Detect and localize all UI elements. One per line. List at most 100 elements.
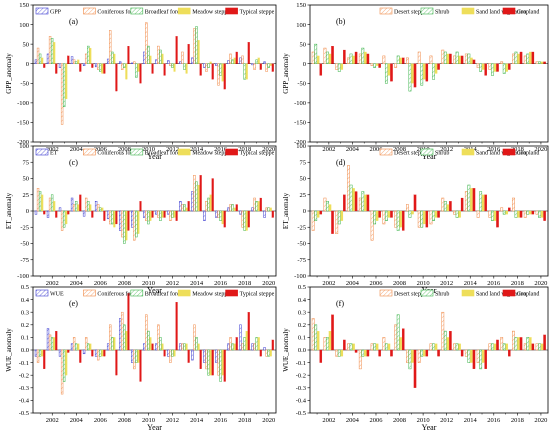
- legend-label: Typical steppe: [240, 151, 275, 157]
- x-tick-label: 2008: [118, 417, 131, 424]
- bar-coniferous-forest-2018: [241, 343, 244, 351]
- bar-shrub-2009: [408, 63, 412, 92]
- x-tick-label: 2020: [262, 417, 275, 424]
- bar-meadow-steppe-2003: [65, 63, 68, 100]
- x-tick-label: 2012: [166, 417, 179, 424]
- x-tick-label: 2018: [511, 146, 524, 153]
- bar-cropland-2009: [413, 349, 417, 388]
- bar-meadow-steppe-2006: [101, 63, 104, 74]
- x-tick-label: 2020: [534, 417, 547, 424]
- y-axis-label: GPP_anomaly: [282, 53, 290, 94]
- bar-meadow-steppe-2001: [41, 349, 44, 357]
- bar-coniferous-forest-2010: [145, 22, 148, 64]
- bar-gpp-2003: [58, 63, 62, 68]
- bar-typical-steppe-2015: [211, 178, 214, 212]
- bar-broadleaf-forest-2012: [171, 210, 174, 218]
- bar-sand-land-vegetation-2020: [540, 343, 544, 351]
- bar-meadow-steppe-2012: [173, 63, 176, 72]
- y-tick-label: -0.4: [296, 398, 307, 405]
- x-tick-label: 2016: [487, 417, 501, 424]
- bar-typical-steppe-2007: [115, 63, 118, 92]
- bar-shrub-2017: [502, 210, 506, 215]
- panel-3: 100 75 50 25 0 -25 -50 -75 -100 2002 2004 2006 2008 2…: [282, 143, 549, 295]
- bar-sand-land-vegetation-2009: [411, 349, 414, 363]
- bar-shrub-2017: [502, 63, 506, 74]
- bar-gpp-2019: [251, 63, 254, 66]
- bar-gpp-2007: [106, 58, 110, 64]
- bar-meadow-steppe-2017: [233, 57, 236, 64]
- bar-typical-steppe-2008: [127, 210, 130, 231]
- bar-shrub-2011: [432, 63, 435, 80]
- legend-swatch: [35, 148, 49, 156]
- bar-broadleaf-forest-2020: [267, 349, 270, 357]
- bar-cropland-2002: [331, 314, 334, 351]
- legend-swatch: [379, 148, 393, 156]
- bar-desert-steppe-2020: [535, 343, 539, 351]
- y-tick-label: -200: [294, 139, 306, 146]
- bar-sand-land-vegetation-2005: [364, 349, 367, 357]
- legend-label: Desert steppe: [394, 10, 427, 16]
- bar-coniferous-forest-2009: [133, 61, 136, 64]
- bar-meadow-steppe-2013: [185, 343, 188, 351]
- bar-sand-land-vegetation-2006: [375, 210, 379, 221]
- bar-coniferous-forest-2011: [157, 210, 160, 218]
- bar-sand-land-vegetation-2015: [481, 349, 485, 363]
- y-tick-label: -50: [297, 241, 306, 248]
- bar-meadow-steppe-2013: [185, 207, 188, 212]
- x-tick-label: 2012: [166, 146, 179, 153]
- bar-cropland-2017: [508, 207, 511, 212]
- bar-sand-land-vegetation-2012: [446, 337, 450, 351]
- y-tick-label: 50: [300, 41, 307, 48]
- bar-sand-land-vegetation-2013: [458, 343, 461, 351]
- bar-typical-steppe-2014: [199, 63, 202, 76]
- bar-sand-land-vegetation-2016: [493, 210, 497, 221]
- legend-swatch: [130, 148, 144, 156]
- bar-desert-steppe-2009: [406, 349, 409, 363]
- bar-cropland-2012: [449, 53, 452, 64]
- bar-cropland-2017: [508, 63, 511, 70]
- bar-coniferous-forest-2014: [193, 324, 196, 351]
- y-tick-label: 75: [300, 159, 307, 166]
- bar-et-2020: [263, 210, 266, 218]
- bar-coniferous-forest-2015: [205, 349, 208, 370]
- bar-et-2012: [167, 210, 170, 215]
- bar-shrub-2011: [432, 343, 435, 351]
- bar-desert-steppe-2010: [417, 349, 421, 363]
- bar-typical-steppe-2019: [259, 349, 262, 357]
- y-tick-label: 100: [296, 22, 306, 29]
- bar-shrub-2008: [396, 55, 400, 64]
- bar-coniferous-forest-2005: [84, 53, 88, 64]
- bar-coniferous-forest-2003: [60, 63, 64, 125]
- bar-typical-steppe-2010: [151, 63, 154, 74]
- bar-meadow-steppe-2017: [233, 207, 236, 212]
- bar-meadow-steppe-2009: [137, 349, 140, 363]
- bar-broadleaf-forest-2001: [38, 191, 42, 212]
- bar-meadow-steppe-2012: [173, 210, 176, 218]
- bar-typical-steppe-2002: [55, 331, 58, 351]
- bar-meadow-steppe-2014: [197, 343, 200, 351]
- bar-coniferous-forest-2017: [229, 204, 232, 212]
- panel-5: 0.5 0.4 0.3 0.2 0.1 0.0 -0.1 -0.2 -0.3 -0.4 -0.5 20…: [282, 284, 549, 430]
- bar-coniferous-forest-2006: [97, 349, 100, 361]
- bar-typical-steppe-2017: [235, 51, 238, 64]
- bar-typical-steppe-2005: [91, 63, 94, 68]
- x-tick-label: 2014: [190, 417, 204, 424]
- bar-desert-steppe-2019: [523, 55, 527, 64]
- bar-et-2019: [251, 207, 254, 212]
- bar-meadow-steppe-2002: [53, 337, 56, 351]
- bar-sand-land-vegetation-2012: [446, 204, 450, 212]
- y-tick-label: 0.4: [21, 297, 30, 304]
- bar-wue-2020: [263, 347, 266, 351]
- bar-coniferous-forest-2009: [133, 349, 136, 370]
- bar-cropland-2007: [390, 349, 393, 357]
- bar-meadow-steppe-2004: [77, 343, 80, 351]
- bar-broadleaf-forest-2008: [123, 210, 126, 244]
- bar-desert-steppe-2019: [523, 343, 527, 351]
- bar-gpp-2015: [203, 63, 206, 68]
- legend-swatch: [379, 289, 393, 297]
- bar-cropland-2016: [496, 339, 499, 351]
- bar-gpp-2012: [167, 60, 170, 64]
- bar-coniferous-forest-2015: [205, 201, 208, 212]
- legend-label: Shrub: [435, 151, 449, 157]
- bar-desert-steppe-2006: [370, 63, 374, 66]
